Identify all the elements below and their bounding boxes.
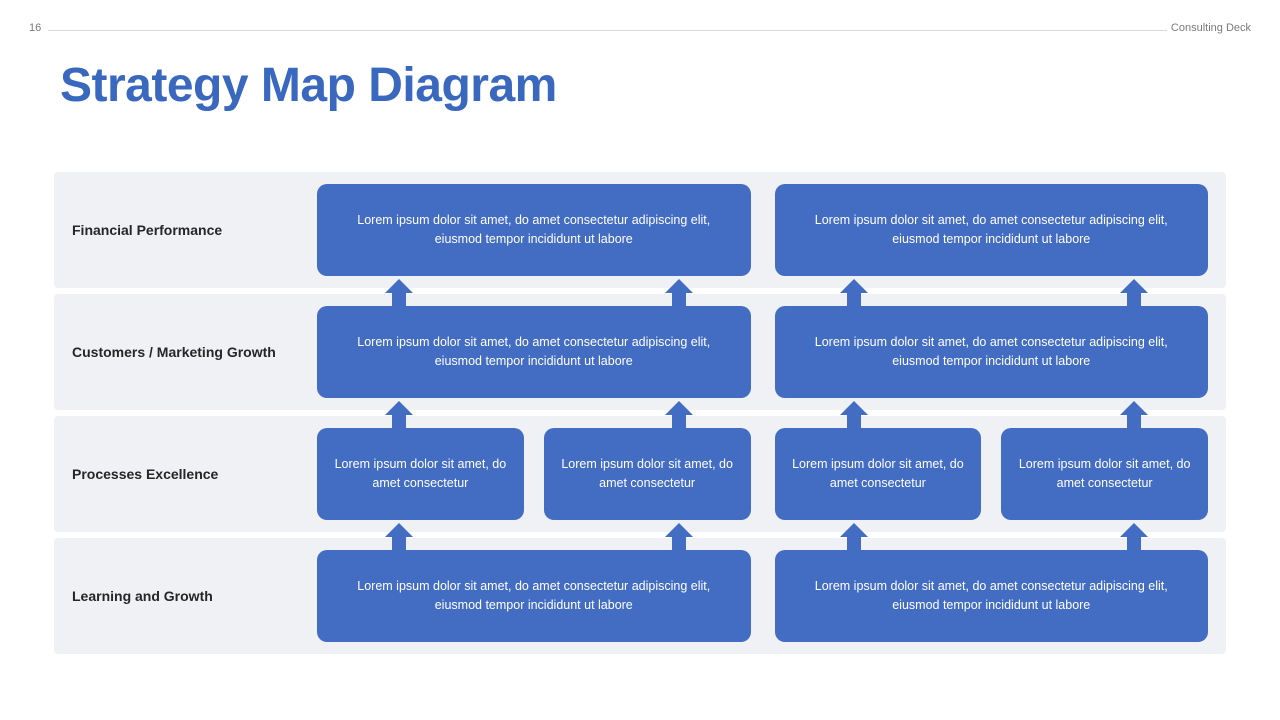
row-content: Lorem ipsum dolor sit amet, do amet cons… (317, 428, 1208, 520)
header-divider (48, 30, 1232, 31)
row-content: Lorem ipsum dolor sit amet, do amet cons… (317, 306, 1208, 398)
col-right: Lorem ipsum dolor sit amet, do amet cons… (775, 184, 1209, 276)
strategy-box: Lorem ipsum dolor sit amet, do amet cons… (544, 428, 751, 520)
row-label: Financial Performance (72, 222, 317, 238)
col-left: Lorem ipsum dolor sit amet, do amet cons… (317, 428, 751, 520)
row-financial: Financial Performance Lorem ipsum dolor … (54, 172, 1226, 288)
strategy-box: Lorem ipsum dolor sit amet, do amet cons… (317, 428, 524, 520)
col-left: Lorem ipsum dolor sit amet, do amet cons… (317, 306, 751, 398)
col-left: Lorem ipsum dolor sit amet, do amet cons… (317, 550, 751, 642)
strategy-box: Lorem ipsum dolor sit amet, do amet cons… (1001, 428, 1208, 520)
row-processes: Processes Excellence Lorem ipsum dolor s… (54, 416, 1226, 532)
slide: 16 Consulting Deck Strategy Map Diagram … (0, 0, 1280, 720)
strategy-box: Lorem ipsum dolor sit amet, do amet cons… (317, 306, 751, 398)
row-label: Learning and Growth (72, 588, 317, 604)
strategy-box: Lorem ipsum dolor sit amet, do amet cons… (775, 550, 1209, 642)
row-content: Lorem ipsum dolor sit amet, do amet cons… (317, 184, 1208, 276)
row-learning: Learning and Growth Lorem ipsum dolor si… (54, 538, 1226, 654)
col-right: Lorem ipsum dolor sit amet, do amet cons… (775, 306, 1209, 398)
row-customers: Customers / Marketing Growth Lorem ipsum… (54, 294, 1226, 410)
strategy-box: Lorem ipsum dolor sit amet, do amet cons… (775, 184, 1209, 276)
strategy-map: Financial Performance Lorem ipsum dolor … (54, 172, 1226, 660)
deck-label: Consulting Deck (1167, 22, 1255, 34)
strategy-box: Lorem ipsum dolor sit amet, do amet cons… (317, 550, 751, 642)
page-number: 16 (25, 22, 45, 34)
strategy-box: Lorem ipsum dolor sit amet, do amet cons… (317, 184, 751, 276)
strategy-box: Lorem ipsum dolor sit amet, do amet cons… (775, 428, 982, 520)
row-content: Lorem ipsum dolor sit amet, do amet cons… (317, 550, 1208, 642)
row-label: Processes Excellence (72, 466, 317, 482)
col-right: Lorem ipsum dolor sit amet, do amet cons… (775, 550, 1209, 642)
slide-title: Strategy Map Diagram (60, 58, 557, 113)
row-label: Customers / Marketing Growth (72, 344, 317, 360)
strategy-box: Lorem ipsum dolor sit amet, do amet cons… (775, 306, 1209, 398)
col-right: Lorem ipsum dolor sit amet, do amet cons… (775, 428, 1209, 520)
col-left: Lorem ipsum dolor sit amet, do amet cons… (317, 184, 751, 276)
